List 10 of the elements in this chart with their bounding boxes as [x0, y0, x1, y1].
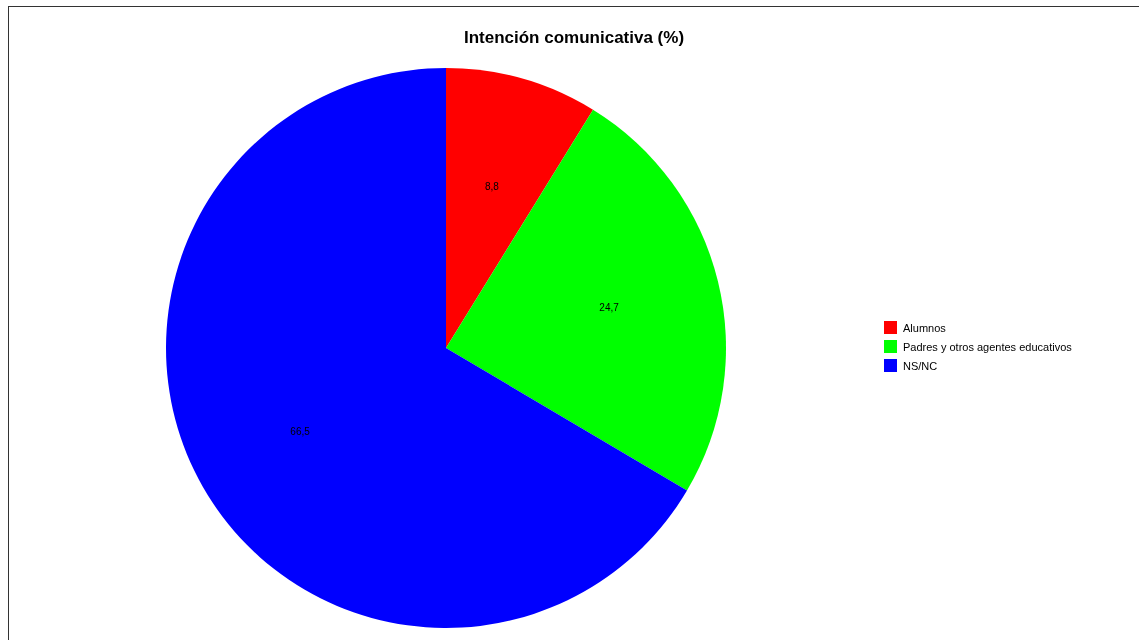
data-label: 8,8 [484, 180, 500, 192]
legend-label: NS/NC [903, 359, 938, 372]
legend-label: Alumnos [903, 321, 947, 334]
pie-slice [446, 68, 594, 348]
data-label: 24,7 [599, 302, 620, 314]
pie-slice [166, 68, 688, 628]
chart-title: Intención comunicativa (%) [463, 28, 685, 47]
legend-label: Padres y otros agentes educativos [903, 340, 1073, 353]
data-label: 66,5 [290, 425, 311, 437]
pie-slice [446, 109, 726, 491]
